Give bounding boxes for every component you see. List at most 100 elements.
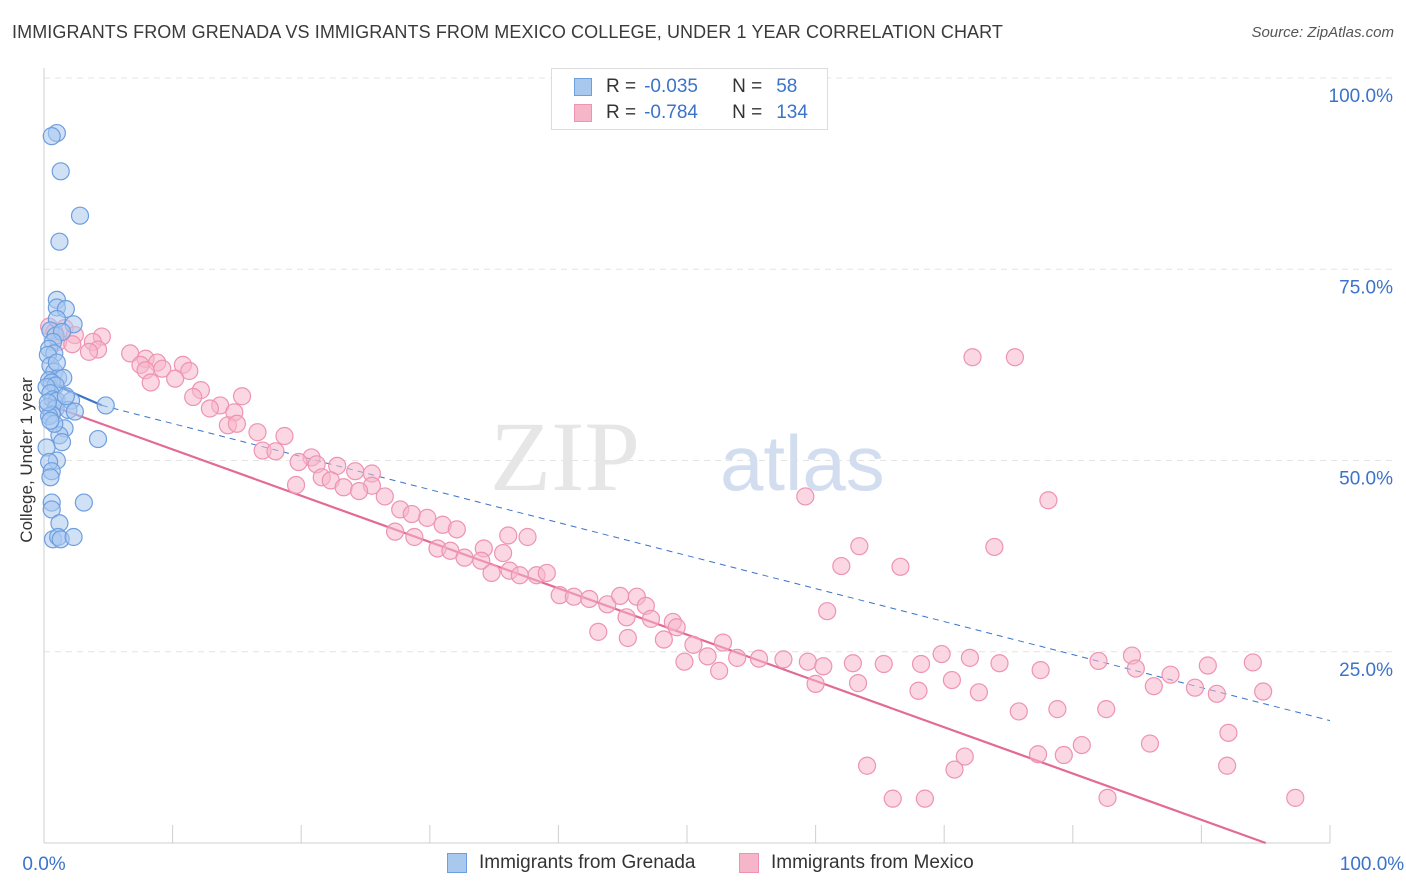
grenada-point xyxy=(47,353,66,372)
grenada-legend-swatch xyxy=(447,853,467,873)
mexico-point xyxy=(617,608,636,627)
mexico-point xyxy=(848,674,868,693)
mexico-point xyxy=(891,557,910,576)
y-tick-label-100: 100.0% xyxy=(1329,86,1394,107)
chart-title: IMMIGRANTS FROM GRENADA VS IMMIGRANTS FR… xyxy=(12,22,1004,42)
mexico-point xyxy=(418,508,437,527)
mexico-point xyxy=(774,650,793,669)
mexico-point xyxy=(1198,656,1217,675)
grenada-point xyxy=(42,127,61,146)
mexico-point xyxy=(1243,653,1262,672)
mexico-point xyxy=(447,520,466,539)
mexico-point xyxy=(1144,677,1163,696)
mexico-point xyxy=(710,661,729,680)
mexico-legend-label: Immigrants from Mexico xyxy=(771,852,974,873)
mexico-point xyxy=(180,361,199,381)
legend-item-mexico[interactable]: Immigrants from Mexico xyxy=(739,852,974,874)
mexico-point xyxy=(1005,348,1025,367)
grenada-point xyxy=(38,393,57,412)
mexico-point xyxy=(499,526,518,545)
mexico-point xyxy=(728,648,747,667)
grenada-legend-label: Immigrants from Grenada xyxy=(479,852,696,873)
mexico-point xyxy=(1054,745,1073,765)
grenada-point xyxy=(56,387,75,406)
grenada-point xyxy=(42,500,61,519)
mexico-point xyxy=(963,348,982,367)
mexico-point xyxy=(990,654,1009,673)
mexico-point xyxy=(960,648,980,667)
mexico-point xyxy=(141,373,160,392)
watermark: ZIP atlas xyxy=(490,401,885,512)
grenada-point xyxy=(52,433,72,452)
mexico-point xyxy=(349,482,369,501)
mexico-point xyxy=(814,657,833,676)
watermark-zip: ZIP xyxy=(490,401,640,512)
mexico-point xyxy=(969,683,989,702)
y-tick-label-75: 75.0% xyxy=(1339,277,1393,298)
trendlines xyxy=(43,379,1331,845)
mexico-point xyxy=(1098,788,1117,807)
y-tick-labels: 25.0% 50.0% 75.0% 100.0% xyxy=(1329,86,1394,681)
x-ticks xyxy=(172,825,1331,843)
r-label: R = xyxy=(606,76,637,97)
mexico-point xyxy=(184,387,203,407)
mexico-point xyxy=(1048,700,1067,719)
mexico-point xyxy=(589,622,608,641)
mexico-point xyxy=(654,630,673,649)
mexico-point xyxy=(200,399,219,418)
mexico-point xyxy=(402,504,421,524)
series-grenada-points xyxy=(37,123,115,549)
grenada-point xyxy=(51,162,70,181)
mexico-point xyxy=(798,652,817,671)
x-tick-label-100: 100.0% xyxy=(1340,854,1405,875)
grenada-point xyxy=(70,206,90,225)
mexico-point xyxy=(945,760,964,779)
n-value: 58 xyxy=(776,76,798,97)
mexico-point xyxy=(698,647,717,666)
x-tick-label-0: 0.0% xyxy=(22,854,65,875)
legend-row-mexico: R = -0.784 N = 134 xyxy=(574,100,808,126)
mexico-point xyxy=(1009,702,1028,721)
mexico-point xyxy=(942,670,962,690)
mexico-point xyxy=(266,442,285,461)
mexico-point xyxy=(1185,678,1205,697)
mexico-point xyxy=(580,589,599,609)
mexico-point xyxy=(713,633,733,652)
legend-item-grenada[interactable]: Immigrants from Grenada xyxy=(447,852,695,874)
mexico-point xyxy=(850,537,869,556)
mexico-point xyxy=(227,414,246,433)
mexico-point xyxy=(482,563,501,583)
stats-legend: R = -0.035 N = 58 R = -0.784 N = 134 xyxy=(551,68,828,130)
mexico-point xyxy=(1089,651,1108,671)
mexico-point xyxy=(455,548,474,567)
grenada-point xyxy=(88,429,108,449)
mexico-point xyxy=(1031,661,1050,680)
n-value: 134 xyxy=(776,102,808,123)
grenada-point xyxy=(41,468,60,487)
mexico-point xyxy=(818,602,837,621)
mexico-point xyxy=(618,628,637,648)
mexico-point xyxy=(346,462,365,481)
mexico-point xyxy=(518,527,537,547)
grenada-point xyxy=(64,527,83,547)
gridlines xyxy=(44,77,1392,653)
mexico-point xyxy=(1126,659,1145,678)
mexico-point xyxy=(385,522,405,541)
mexico-point xyxy=(796,487,815,506)
n-label: N = xyxy=(732,76,763,97)
mexico-point xyxy=(955,747,974,766)
mexico-point xyxy=(985,537,1004,557)
mexico-point xyxy=(232,387,252,406)
r-value: -0.784 xyxy=(644,102,698,123)
legend-row-grenada: R = -0.035 N = 58 xyxy=(574,74,797,100)
mexico-point xyxy=(641,609,661,628)
mexico-point xyxy=(749,649,769,668)
mexico-point xyxy=(63,335,82,354)
mexico-point xyxy=(832,556,851,576)
mexico-point xyxy=(494,543,513,563)
mexico-point xyxy=(1219,723,1238,742)
mexico-point xyxy=(79,342,99,361)
mexico-point xyxy=(675,652,694,671)
mexico-point xyxy=(843,654,862,673)
